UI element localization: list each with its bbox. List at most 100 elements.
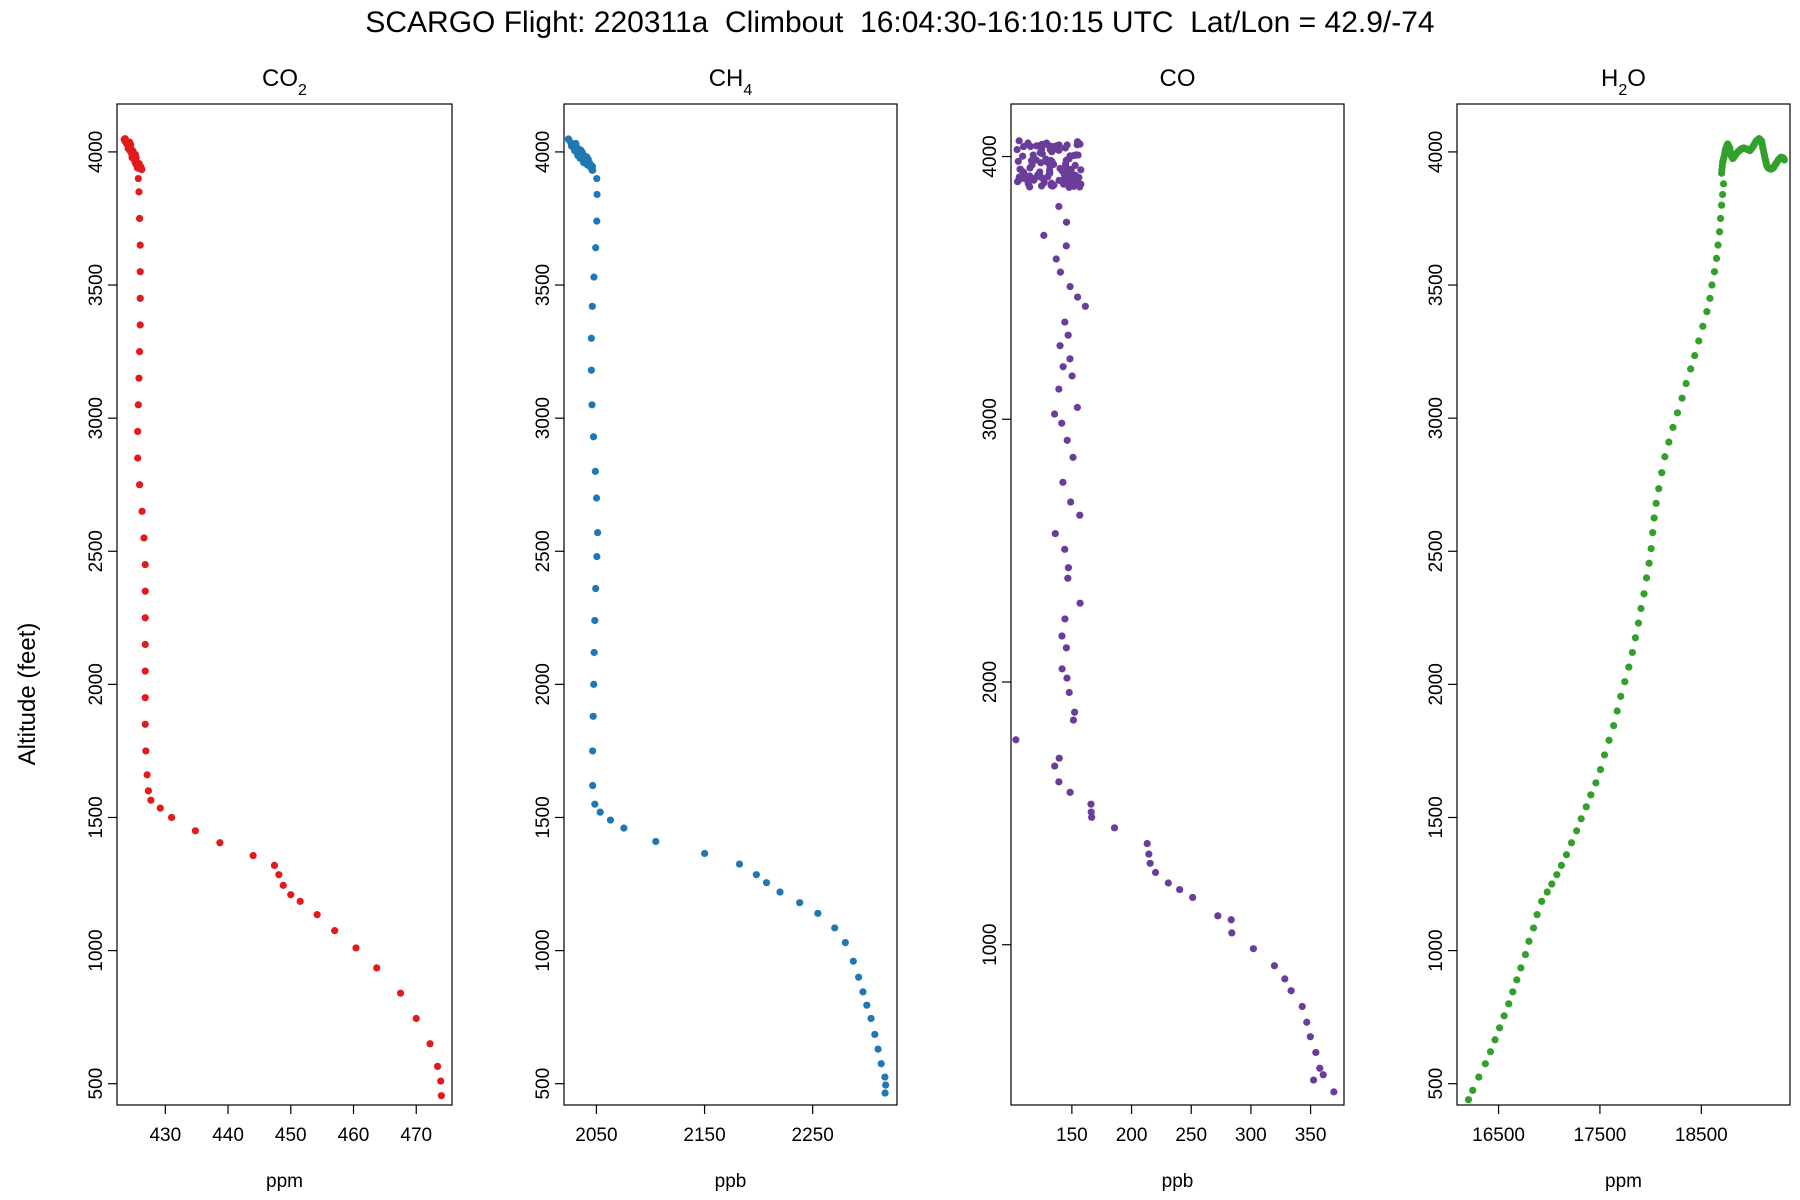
ch4-data-point bbox=[762, 879, 771, 887]
h2o-x-tick-label: 16500 bbox=[1472, 1125, 1525, 1146]
ch4-data-point bbox=[570, 140, 578, 148]
co-data-point bbox=[1068, 372, 1076, 380]
ch4-panel-title: CH4 bbox=[709, 65, 753, 99]
ch4-data-point bbox=[590, 680, 598, 688]
ch4-data-point bbox=[652, 837, 660, 846]
h2o-data-point bbox=[1562, 851, 1571, 859]
co-data-point bbox=[1076, 511, 1084, 519]
co-data-point bbox=[1306, 1033, 1314, 1041]
co-data-point bbox=[1026, 142, 1035, 151]
co-data-point bbox=[1056, 268, 1065, 276]
co2-data-point bbox=[373, 964, 381, 972]
ch4-x-tick-label: 2250 bbox=[792, 1125, 834, 1146]
h2o-data-point bbox=[1682, 379, 1690, 388]
ch4-data-point bbox=[849, 957, 857, 965]
h2o-data-point bbox=[1553, 871, 1561, 879]
co-data-point bbox=[1055, 778, 1063, 786]
co2-data-point bbox=[140, 534, 148, 542]
h2o-data-point bbox=[1673, 409, 1682, 417]
co-data-point bbox=[1309, 1076, 1318, 1084]
co-y-tick-label: 1000 bbox=[980, 924, 1001, 966]
co-data-point bbox=[1330, 1088, 1338, 1096]
co-data-point bbox=[1030, 176, 1038, 184]
ch4-data-point bbox=[606, 816, 615, 824]
ch4-data-point bbox=[871, 1030, 879, 1039]
co2-data-point bbox=[331, 927, 339, 935]
co2-data-point bbox=[129, 147, 137, 155]
co-data-point bbox=[1066, 282, 1074, 291]
co-data-point bbox=[1064, 574, 1072, 582]
h2o-data-point bbox=[1649, 529, 1657, 537]
co-data-point bbox=[1214, 912, 1222, 920]
co-data-point bbox=[1164, 879, 1172, 887]
co2-data-point bbox=[352, 944, 360, 952]
co2-data-point bbox=[144, 787, 152, 795]
co-data-point bbox=[1063, 674, 1071, 682]
h2o-data-point bbox=[1600, 751, 1609, 759]
h2o-data-point bbox=[1548, 880, 1556, 888]
h2o-data-point bbox=[1678, 394, 1686, 402]
co-data-point bbox=[1062, 644, 1070, 652]
h2o-data-point bbox=[1481, 1060, 1489, 1068]
co2-y-tick-label: 2000 bbox=[86, 663, 107, 705]
co-data-point bbox=[1050, 410, 1059, 418]
ch4-data-point bbox=[877, 1060, 885, 1068]
co2-x-tick-label: 460 bbox=[338, 1125, 370, 1146]
h2o-y-tick-label: 2500 bbox=[1426, 530, 1447, 572]
ch4-data-point bbox=[589, 166, 597, 174]
h2o-data-point bbox=[1631, 634, 1640, 642]
co-data-point bbox=[1040, 231, 1048, 239]
co-data-point bbox=[1145, 850, 1153, 858]
co-data-point bbox=[1062, 242, 1070, 250]
h2o-data-point bbox=[1717, 201, 1726, 209]
co2-data-point bbox=[138, 507, 146, 515]
co2-data-point bbox=[136, 321, 144, 329]
co2-data-point bbox=[134, 454, 142, 462]
ch4-x-axis-label: ppb bbox=[715, 1171, 747, 1192]
co-data-point bbox=[1077, 166, 1085, 174]
ch4-y-tick-label: 4000 bbox=[533, 131, 554, 173]
h2o-x-tick-label: 17500 bbox=[1574, 1125, 1627, 1146]
co-data-point bbox=[1303, 1018, 1311, 1026]
h2o-data-point bbox=[1596, 765, 1605, 774]
h2o-data-point bbox=[1587, 791, 1595, 799]
h2o-data-point bbox=[1628, 648, 1636, 657]
co2-y-tick-label: 1000 bbox=[86, 929, 107, 971]
co-x-axis-label: ppb bbox=[1162, 1171, 1194, 1192]
h2o-data-point bbox=[1714, 241, 1722, 249]
h2o-data-point bbox=[1486, 1048, 1495, 1056]
h2o-data-point bbox=[1706, 294, 1714, 302]
ch4-x-tick-label: 2050 bbox=[575, 1125, 617, 1146]
co2-data-point bbox=[141, 667, 149, 675]
ch4-data-point bbox=[589, 433, 598, 441]
co2-data-point bbox=[134, 427, 142, 436]
co-y-tick-label: 3000 bbox=[980, 398, 1001, 440]
co2-data-point bbox=[287, 891, 295, 899]
co-x-tick-label: 150 bbox=[1056, 1125, 1088, 1146]
h2o-plot-frame bbox=[1456, 103, 1791, 1106]
co2-data-point bbox=[147, 796, 155, 804]
ch4-data-point bbox=[587, 334, 595, 342]
ch4-data-point bbox=[831, 924, 839, 932]
co-data-point bbox=[1316, 1064, 1324, 1072]
ch4-data-point bbox=[735, 860, 744, 868]
h2o-data-point bbox=[1695, 337, 1703, 345]
h2o-data-point bbox=[1625, 663, 1633, 671]
ch4-data-point bbox=[867, 1014, 875, 1023]
ch4-data-point bbox=[596, 808, 604, 816]
h2o-y-tick-label: 1000 bbox=[1426, 929, 1447, 971]
h2o-data-point bbox=[1634, 619, 1643, 627]
co-data-point bbox=[1071, 708, 1079, 716]
co2-data-point bbox=[135, 374, 143, 382]
h2o-data-point bbox=[1617, 692, 1625, 700]
ch4-data-point bbox=[796, 899, 804, 907]
ch4-y-tick-label: 1000 bbox=[533, 929, 554, 971]
h2o-panel-title: H2O bbox=[1601, 65, 1646, 99]
co-data-point bbox=[1061, 318, 1069, 326]
co-data-point bbox=[1074, 293, 1082, 301]
co-data-point bbox=[1046, 145, 1054, 154]
co2-data-point bbox=[275, 871, 283, 879]
co2-data-point bbox=[135, 214, 144, 223]
co-data-point bbox=[1019, 152, 1027, 160]
